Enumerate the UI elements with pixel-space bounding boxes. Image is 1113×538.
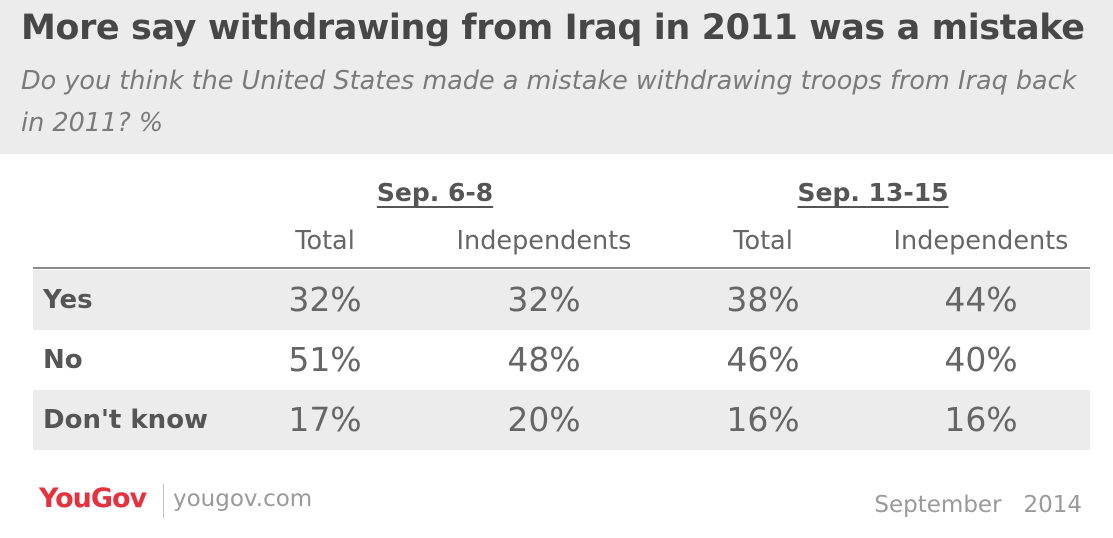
table-cell: 38% bbox=[726, 280, 800, 319]
table-row: Yes 32% 32% 38% 44% bbox=[33, 270, 1090, 330]
table-cell: 20% bbox=[507, 400, 581, 439]
group-header-sep-6-8: Sep. 6-8 bbox=[376, 178, 494, 207]
table-cell: 48% bbox=[507, 340, 581, 379]
column-header-independents-1: Independents bbox=[456, 226, 632, 256]
table-cell: 40% bbox=[944, 340, 1018, 379]
table-row: No 51% 48% 46% 40% bbox=[33, 330, 1090, 390]
row-label: No bbox=[43, 345, 83, 375]
table-cell: 32% bbox=[507, 280, 581, 319]
table-cell: 51% bbox=[288, 340, 362, 379]
chart-subtitle: Do you think the United States made a mi… bbox=[21, 66, 1077, 138]
chart-title: More say withdrawing from Iraq in 2011 w… bbox=[21, 8, 1085, 48]
footer-divider bbox=[163, 484, 164, 518]
yougov-logo: YouGov bbox=[39, 483, 147, 514]
row-label: Yes bbox=[43, 285, 93, 315]
table-cell: 46% bbox=[726, 340, 800, 379]
column-header-independents-2: Independents bbox=[893, 226, 1069, 256]
table-cell: 44% bbox=[944, 280, 1018, 319]
table-cell: 16% bbox=[944, 400, 1018, 439]
footer-site-link[interactable]: yougov.com bbox=[173, 486, 313, 512]
table-cell: 16% bbox=[726, 400, 800, 439]
table-row: Don't know 17% 20% 16% 16% bbox=[33, 390, 1090, 450]
group-header-sep-13-15: Sep. 13-15 bbox=[797, 178, 949, 207]
column-header-total-1: Total bbox=[295, 226, 355, 256]
header-band: More say withdrawing from Iraq in 2011 w… bbox=[0, 0, 1113, 154]
column-header-total-2: Total bbox=[733, 226, 793, 256]
footer-date: September 2014 bbox=[874, 492, 1082, 518]
row-label: Don't know bbox=[43, 405, 209, 435]
header-divider bbox=[33, 267, 1090, 269]
table-cell: 32% bbox=[288, 280, 362, 319]
table-cell: 17% bbox=[288, 400, 362, 439]
